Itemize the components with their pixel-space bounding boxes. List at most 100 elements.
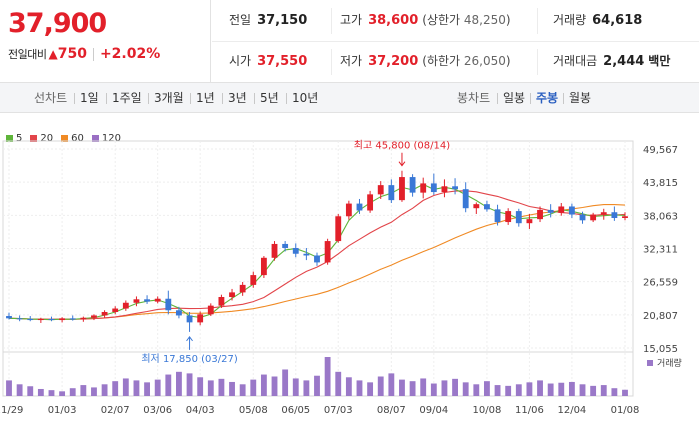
x-tick-label: 12/04: [557, 405, 586, 416]
stat-open: 시가 37,550: [229, 52, 307, 69]
divider: [497, 93, 498, 104]
candle-body: [484, 204, 490, 210]
period-10y[interactable]: 10년: [292, 91, 319, 105]
x-tick-label: 06/05: [281, 405, 310, 416]
stat-label: 거래량: [553, 13, 587, 27]
x-tick-label: 11/29: [0, 405, 23, 416]
stat-value: 38,600: [368, 13, 419, 28]
candle-body: [515, 211, 522, 224]
candle-weekly[interactable]: 주봉: [536, 91, 559, 105]
candle-body: [80, 317, 87, 320]
x-tick-label: 11/06: [515, 405, 544, 416]
divider: [212, 41, 699, 42]
plot-frame: [2, 140, 634, 397]
volume-bar: [250, 379, 257, 396]
ma5-line: [8, 183, 626, 321]
divider: [106, 93, 107, 104]
legend-swatch: [91, 135, 99, 142]
candle-body: [165, 298, 172, 311]
legend-label: 5: [16, 133, 23, 144]
candle-body: [558, 206, 565, 213]
volume-legend-swatch: [647, 360, 653, 366]
divider: [74, 93, 75, 104]
x-tick-label: 01/03: [48, 405, 77, 416]
volume-bar: [207, 380, 214, 396]
period-3m[interactable]: 3개월: [154, 91, 184, 105]
volume-bar: [165, 374, 172, 396]
candle-body: [176, 310, 182, 316]
divider: [92, 47, 94, 61]
legend-swatch: [30, 135, 38, 142]
x-tick-label: 05/08: [239, 405, 268, 416]
stat-trade-amount: 거래대금 2,444 백만: [553, 52, 670, 69]
stat-high: 고가 38,600 (상한가 48,250): [340, 11, 511, 28]
volume-bar: [133, 380, 140, 396]
volume-bar: [526, 382, 533, 396]
candle-chart-button[interactable]: 봉차트: [457, 91, 491, 105]
divider: [190, 93, 191, 104]
change-label: 전일대비: [8, 48, 47, 61]
candle-body: [473, 204, 480, 209]
divider: [286, 93, 287, 104]
volume-bar: [122, 378, 129, 396]
divider: [331, 49, 332, 75]
volume-bar: [282, 369, 289, 396]
period-1w[interactable]: 1주일: [112, 91, 142, 105]
volume-bar: [452, 378, 458, 396]
candle-body: [303, 253, 310, 256]
volume-bar: [345, 377, 352, 396]
volume-bar: [91, 387, 97, 396]
volume-bar: [377, 376, 384, 396]
volume-bar: [27, 386, 34, 396]
volume-bar: [48, 390, 55, 396]
volume-bar: [314, 375, 320, 396]
x-tick-label: 08/07: [377, 405, 406, 416]
candle-body: [494, 209, 501, 223]
chart-legend: 5 20 60 120: [6, 133, 129, 144]
period-5y[interactable]: 5년: [260, 91, 279, 105]
volume-bar: [590, 385, 597, 396]
volume-bar: [144, 382, 150, 396]
volume-bar: [324, 357, 331, 396]
period-1d[interactable]: 1일: [80, 91, 99, 105]
volume-bar: [462, 382, 469, 396]
divider: [222, 93, 223, 104]
limit-value: 26,050: [463, 54, 506, 68]
candle-body: [399, 177, 405, 201]
stat-label: 거래대금: [553, 54, 598, 68]
volume-bar: [399, 379, 405, 396]
legend-ma120: 120: [91, 133, 121, 144]
candle-body: [112, 308, 119, 312]
candle-body: [260, 257, 267, 276]
y-tick-label: 49,567: [643, 145, 678, 156]
candle-body: [356, 203, 363, 211]
high-annotation: 최고 45,800 (08/14): [354, 140, 450, 152]
candle-body: [526, 219, 533, 224]
period-1y[interactable]: 1년: [196, 91, 215, 105]
candle-body: [388, 185, 395, 201]
candle-body: [69, 318, 76, 320]
y-tick-label: 32,311: [643, 245, 678, 256]
candle-body: [462, 189, 469, 209]
volume-bar: [611, 388, 618, 396]
candle-body: [6, 316, 12, 319]
period-3y[interactable]: 3년: [228, 91, 247, 105]
divider: [537, 49, 538, 75]
stat-unit: 백만: [648, 54, 671, 68]
price-chart[interactable]: 49,567 43,815 38,063 32,311 26,559 20,807 15,0…: [0, 113, 699, 430]
quote-header: 37,900 전일대비 ▲ 750 +2.02% 전일 37,150 고가 38…: [0, 0, 699, 83]
candle-body: [207, 305, 214, 315]
candle-body: [314, 255, 320, 263]
divider: [254, 93, 255, 104]
y-tick-label: 26,559: [643, 278, 678, 289]
candle-daily[interactable]: 일봉: [503, 91, 526, 105]
candle-body: [547, 209, 554, 213]
y-tick-label: 38,063: [643, 211, 678, 222]
volume-bar: [6, 380, 12, 396]
change-rate: +2.02%: [99, 46, 161, 62]
volume-bar: [420, 378, 427, 396]
volume-bar: [271, 376, 278, 396]
line-chart-button[interactable]: 선차트: [34, 91, 68, 105]
candle-body: [377, 185, 384, 195]
candle-monthly[interactable]: 월봉: [569, 91, 592, 105]
